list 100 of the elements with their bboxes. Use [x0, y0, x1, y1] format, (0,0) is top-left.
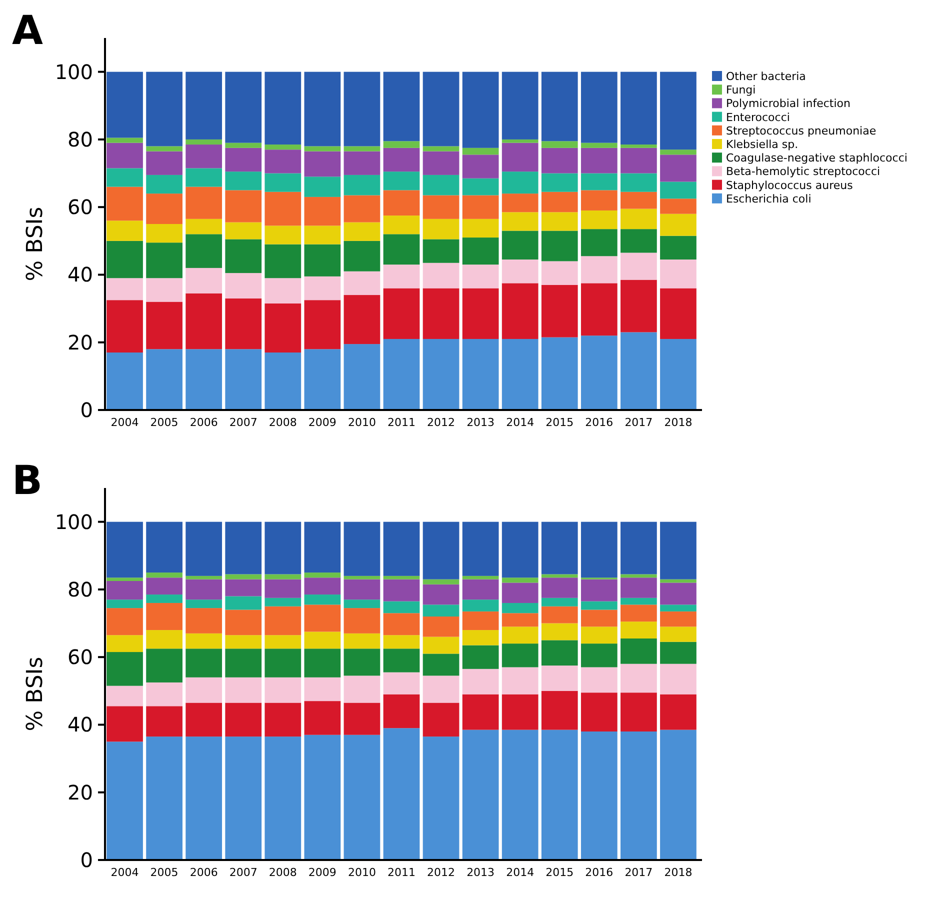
bar [660, 198, 696, 214]
bar [620, 173, 657, 192]
bar [462, 522, 499, 576]
bar [660, 288, 696, 339]
bar [541, 141, 578, 148]
bar [146, 302, 182, 350]
bar [541, 72, 578, 142]
bar [422, 636, 460, 654]
bar [146, 630, 182, 649]
bar [422, 579, 460, 584]
bar [264, 736, 302, 860]
bar [264, 173, 302, 192]
bar [186, 702, 222, 737]
y-axis-title: % BSIs [23, 656, 48, 732]
bar [344, 522, 380, 576]
bar [541, 230, 578, 262]
bar [383, 694, 420, 728]
chart-title: B [12, 458, 42, 504]
legend-label: Beta-hemolytic streptococci [726, 165, 880, 178]
bar [304, 572, 341, 578]
bar [422, 288, 460, 339]
bar [225, 610, 262, 636]
x-tick-label: 2005 [150, 416, 178, 429]
bar [580, 644, 618, 668]
x-tick-label: 2013 [466, 866, 495, 879]
bar [146, 224, 182, 243]
bar [502, 72, 538, 140]
x-tick-label: 2008 [268, 866, 297, 879]
bar [660, 260, 696, 288]
bar [304, 72, 341, 146]
bar [304, 151, 341, 177]
bar [344, 702, 380, 735]
bar [462, 238, 499, 265]
bar [422, 702, 460, 737]
bar [264, 352, 302, 410]
bar [186, 600, 222, 608]
bar [660, 154, 696, 182]
bar [264, 144, 302, 150]
bar [146, 146, 182, 152]
bar [344, 344, 380, 410]
y-tick-label: 100 [54, 60, 93, 84]
bar [304, 677, 341, 702]
bar [580, 601, 618, 610]
bar [620, 574, 657, 578]
bar [580, 148, 618, 174]
y-axis-title: % BSIs [23, 206, 48, 282]
bar [383, 601, 420, 614]
bar [462, 288, 499, 339]
y-tick-label: 60 [68, 195, 93, 220]
bar [344, 576, 380, 580]
bar [344, 151, 380, 175]
bar [620, 148, 657, 174]
bar [462, 579, 499, 600]
bar [422, 262, 460, 288]
bar [344, 222, 380, 241]
bar [344, 734, 380, 860]
bar [660, 611, 696, 627]
bar [304, 276, 341, 300]
bar [186, 633, 222, 649]
bar [106, 652, 143, 686]
bar [106, 578, 143, 581]
bar [344, 600, 380, 608]
x-tick-label: 2010 [348, 866, 376, 879]
bar [541, 730, 578, 860]
bar [186, 139, 222, 145]
bar [541, 284, 578, 338]
bar [580, 579, 618, 602]
bar [146, 648, 182, 682]
bar [541, 173, 578, 192]
bar [660, 642, 696, 664]
x-tick-label: 2005 [150, 866, 178, 879]
bar [106, 220, 143, 241]
bar [502, 172, 538, 194]
bar [383, 234, 420, 265]
bar [541, 192, 578, 212]
bar [422, 239, 460, 263]
bar [541, 578, 578, 598]
bar [186, 168, 222, 187]
bar [462, 730, 499, 860]
bar [502, 338, 538, 410]
bar [186, 268, 222, 294]
y-tick-label: 100 [54, 510, 93, 534]
bar [660, 522, 696, 580]
x-tick-label: 2018 [664, 866, 692, 879]
bar [541, 574, 578, 578]
bar [344, 72, 380, 146]
bar [186, 72, 222, 140]
bar [620, 72, 657, 145]
bar [502, 212, 538, 231]
y-tick-label: 0 [80, 398, 93, 422]
bar [422, 72, 460, 146]
bar [344, 195, 380, 222]
bar [541, 148, 578, 174]
bar [304, 300, 341, 350]
bar [462, 576, 499, 580]
bar [225, 142, 262, 148]
bar [620, 280, 657, 332]
bar [383, 648, 420, 672]
bar [541, 337, 578, 410]
x-tick-label: 2011 [388, 416, 416, 429]
